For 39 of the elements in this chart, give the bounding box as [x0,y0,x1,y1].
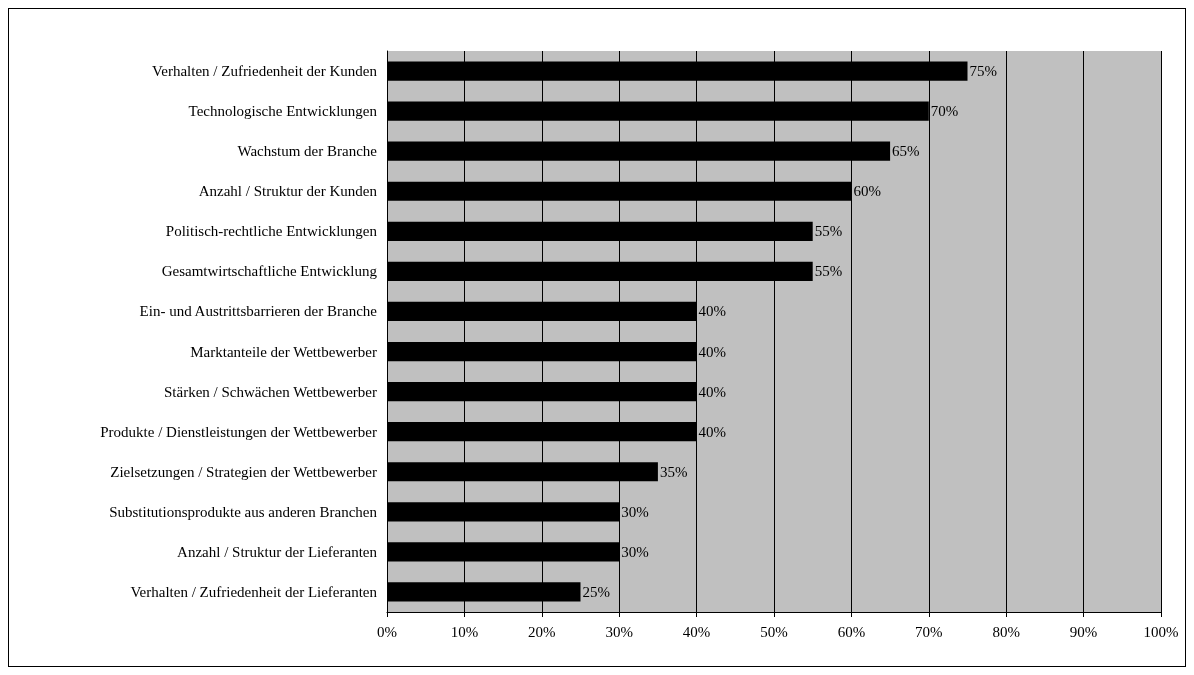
data-label: 30% [621,543,649,560]
x-tick-label: 80% [992,623,1020,640]
x-tick-label: 40% [682,623,711,640]
x-tick-label: 70% [915,623,943,640]
y-tick-label: Anzahl / Struktur der Kunden [198,183,378,200]
x-tick-label: 60% [837,623,866,640]
x-tick-label: 0% [377,623,397,640]
data-label: 70% [930,103,959,120]
data-label: 55% [814,223,843,240]
data-label: 75% [969,63,997,80]
y-tick-label: Stärken / Schwächen Wettbewerber [163,383,377,400]
y-tick-label: Substitutionsprodukte aus anderen Branchen [109,503,378,520]
data-label: 40% [698,383,727,400]
data-label: 40% [698,303,727,320]
data-label: 55% [814,263,843,280]
y-tick-label: Gesamtwirtschaftliche Entwicklung [161,263,378,280]
data-label: 35% [659,463,688,480]
x-tick-label: 90% [1069,623,1098,640]
x-tick-label: 50% [760,623,788,640]
x-tick-label: 100% [1143,623,1179,640]
data-label: 25% [582,583,610,600]
y-tick-label: Wachstum der Branche [237,143,378,160]
y-tick-label: Ein- und Austrittsbarrieren der Branche [139,303,378,320]
y-tick-label: Politisch-rechtliche Entwicklungen [165,223,378,240]
data-label: 60% [853,183,881,200]
y-tick-label: Marktanteile der Wettbewerber [190,343,377,360]
y-tick-label: Produkte / Dienstleistungen der Wettbewerber [100,423,377,440]
y-tick-label: Anzahl / Struktur der Lieferanten [177,543,378,560]
data-label: 30% [621,503,649,520]
y-tick-label: Verhalten / Zufriedenheit der Lieferanten [130,583,378,600]
x-tick-label: 20% [528,623,556,640]
y-tick-label: Zielsetzungen / Strategien der Wettbewerber [110,463,377,480]
data-label: 40% [698,423,727,440]
y-tick-label: Technologische Entwicklungen [188,103,378,120]
data-label: 65% [892,143,920,160]
x-tick-label: 10% [450,623,479,640]
data-label: 40% [698,343,727,360]
y-tick-label: Verhalten / Zufriedenheit der Kunden [152,63,378,80]
x-tick-label: 30% [605,623,633,640]
